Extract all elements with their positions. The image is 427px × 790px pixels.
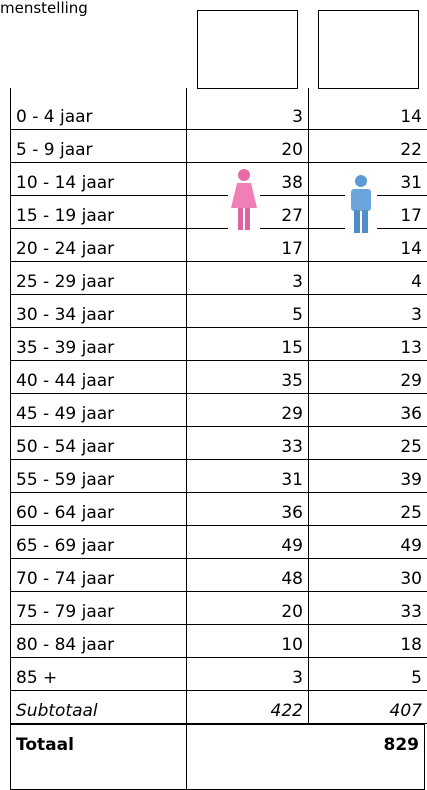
- label-cell: 50 - 54 jaar: [10, 427, 186, 460]
- label-cell: Subtotaal: [10, 691, 186, 724]
- value-cell: 3: [186, 658, 308, 691]
- value-cell: 36: [308, 394, 427, 427]
- value-cell: 4: [308, 262, 427, 295]
- value-cell: 49: [186, 526, 308, 559]
- value-cell: 5: [186, 295, 308, 328]
- value-cell: 407: [308, 691, 427, 724]
- label-cell: 0 - 4 jaar: [10, 97, 186, 130]
- label-cell: 85 +: [10, 658, 186, 691]
- header-title: menstelling: [0, 0, 88, 17]
- header-box: [318, 10, 419, 89]
- header-box: [197, 10, 298, 89]
- value-cell: 3: [186, 262, 308, 295]
- value-cell: 3: [308, 295, 427, 328]
- value-cell: 30: [308, 559, 427, 592]
- value-cell: 49: [308, 526, 427, 559]
- column-divider: [308, 88, 309, 724]
- label-cell: 40 - 44 jaar: [10, 361, 186, 394]
- value-cell: 10: [186, 625, 308, 658]
- value-cell: 17: [186, 229, 308, 262]
- value-cell: 33: [308, 592, 427, 625]
- value-cell: 15: [186, 328, 308, 361]
- label-cell: 65 - 69 jaar: [10, 526, 186, 559]
- column-divider: [10, 88, 11, 790]
- value-cell: 5: [308, 658, 427, 691]
- value-cell: 33: [186, 427, 308, 460]
- value-cell: 14: [308, 229, 427, 262]
- label-cell: 60 - 64 jaar: [10, 493, 186, 526]
- value-cell: 20: [186, 130, 308, 163]
- label-cell: 80 - 84 jaar: [10, 625, 186, 658]
- label-cell: 10 - 14 jaar: [10, 163, 186, 196]
- value-cell: 20: [186, 592, 308, 625]
- value-cell: 25: [308, 493, 427, 526]
- label-cell: 70 - 74 jaar: [10, 559, 186, 592]
- label-cell: 20 - 24 jaar: [10, 229, 186, 262]
- label-cell: 55 - 59 jaar: [10, 460, 186, 493]
- total-label: Totaal: [10, 724, 186, 790]
- value-cell: 422: [186, 691, 308, 724]
- value-cell: 39: [308, 460, 427, 493]
- value-cell: 36: [186, 493, 308, 526]
- value-cell: 22: [308, 130, 427, 163]
- total-value: 829: [186, 724, 425, 790]
- label-cell: 75 - 79 jaar: [10, 592, 186, 625]
- value-cell: 13: [308, 328, 427, 361]
- label-cell: 45 - 49 jaar: [10, 394, 186, 427]
- value-cell: 31: [186, 460, 308, 493]
- label-cell: 25 - 29 jaar: [10, 262, 186, 295]
- label-cell: 5 - 9 jaar: [10, 130, 186, 163]
- value-cell: 14: [308, 97, 427, 130]
- value-cell: 29: [308, 361, 427, 394]
- value-cell: 3: [186, 97, 308, 130]
- value-cell: 29: [186, 394, 308, 427]
- value-cell: 48: [186, 559, 308, 592]
- female-icon: [228, 168, 260, 232]
- value-cell: 35: [186, 361, 308, 394]
- label-cell: 35 - 39 jaar: [10, 328, 186, 361]
- column-divider: [186, 88, 187, 790]
- label-cell: 30 - 34 jaar: [10, 295, 186, 328]
- value-cell: 18: [308, 625, 427, 658]
- male-icon: [345, 174, 377, 234]
- label-cell: 15 - 19 jaar: [10, 196, 186, 229]
- value-cell: 25: [308, 427, 427, 460]
